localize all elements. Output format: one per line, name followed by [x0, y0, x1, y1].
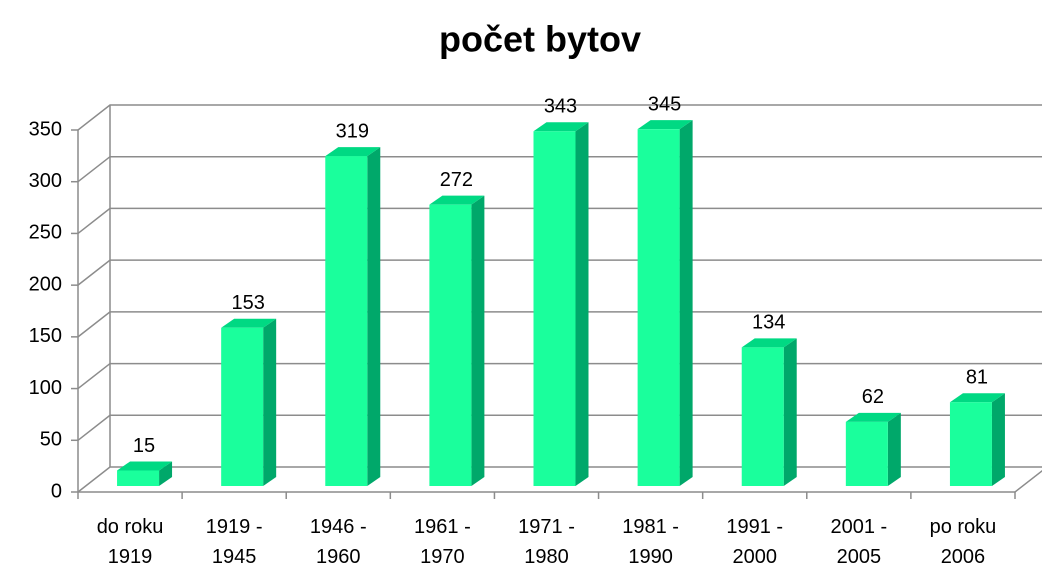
y-tick-label: 0 — [51, 480, 62, 502]
data-label: 345 — [648, 93, 681, 115]
bar-side — [263, 318, 277, 486]
x-tick-label: 2001 - 2005 — [830, 516, 888, 568]
y-tick-label: 50 — [40, 429, 62, 451]
x-tick-label: 1971 - 1980 — [518, 516, 575, 568]
bar-top — [533, 122, 589, 132]
x-tick-label: 1991 - 2000 — [726, 516, 784, 568]
data-label: 134 — [752, 312, 785, 334]
bar-top — [429, 195, 485, 205]
bar — [533, 122, 589, 487]
bar-top — [637, 120, 693, 130]
grid-line — [77, 414, 1042, 441]
bar — [117, 461, 173, 486]
bar-front — [845, 421, 888, 486]
x-tick-label: 1946 - 1960 — [309, 516, 367, 568]
bar — [221, 318, 277, 486]
bar-front — [117, 470, 160, 486]
data-label: 343 — [544, 96, 577, 118]
bar — [325, 147, 381, 486]
bar-side — [471, 195, 485, 486]
bar-top — [221, 318, 277, 328]
bar-top — [845, 412, 901, 422]
y-tick-label: 300 — [29, 170, 62, 192]
x-tick-label: do roku 1919 — [96, 516, 164, 568]
bar-front — [533, 131, 576, 487]
grid-line — [77, 207, 1042, 235]
bar-front — [741, 347, 784, 486]
data-label: 81 — [966, 367, 988, 389]
y-tick-label: 250 — [29, 222, 62, 244]
data-label: 15 — [133, 435, 155, 457]
data-label: 319 — [336, 120, 369, 142]
data-label: 272 — [440, 169, 473, 191]
bar — [429, 195, 485, 486]
bar-top — [117, 461, 173, 471]
bar-front — [637, 129, 680, 486]
chart-title: počet bytov — [439, 19, 641, 60]
bar-side — [575, 122, 589, 487]
bar — [949, 393, 1005, 486]
y-tick-label: 150 — [29, 325, 62, 347]
bar-front — [429, 204, 472, 486]
x-tick-label: 1961 - 1970 — [414, 516, 471, 568]
x-tick-label: po roku 2006 — [929, 516, 997, 568]
data-label: 153 — [231, 292, 264, 314]
bar-side — [783, 338, 797, 486]
bar-side — [159, 461, 173, 486]
data-label: 62 — [862, 386, 884, 408]
bar-front — [949, 402, 992, 486]
y-tick-label: 350 — [29, 118, 62, 140]
y-tick-label: 200 — [29, 273, 62, 295]
grid-line — [77, 259, 1042, 286]
bar-side — [991, 393, 1005, 486]
x-tick-label: 1919 - 1945 — [205, 516, 263, 568]
y-tick-label: 100 — [29, 377, 62, 399]
bar-top — [741, 338, 797, 348]
bar-front — [325, 156, 368, 486]
bar-top — [325, 147, 381, 157]
floor-edge — [1014, 469, 1042, 493]
grid-line — [77, 155, 1042, 183]
bar-top — [949, 393, 1005, 403]
x-tick-label: 1981 - 1990 — [622, 516, 679, 568]
grid-line — [77, 466, 1042, 493]
bar-side — [679, 120, 693, 487]
grid-line — [77, 311, 1042, 338]
bar-side — [367, 147, 381, 486]
bar — [637, 120, 693, 487]
grid-line — [77, 104, 1042, 131]
bar — [741, 338, 797, 486]
bar — [845, 412, 901, 486]
grid-line — [77, 362, 1042, 390]
bar-side — [887, 412, 901, 486]
bar-front — [221, 327, 264, 486]
